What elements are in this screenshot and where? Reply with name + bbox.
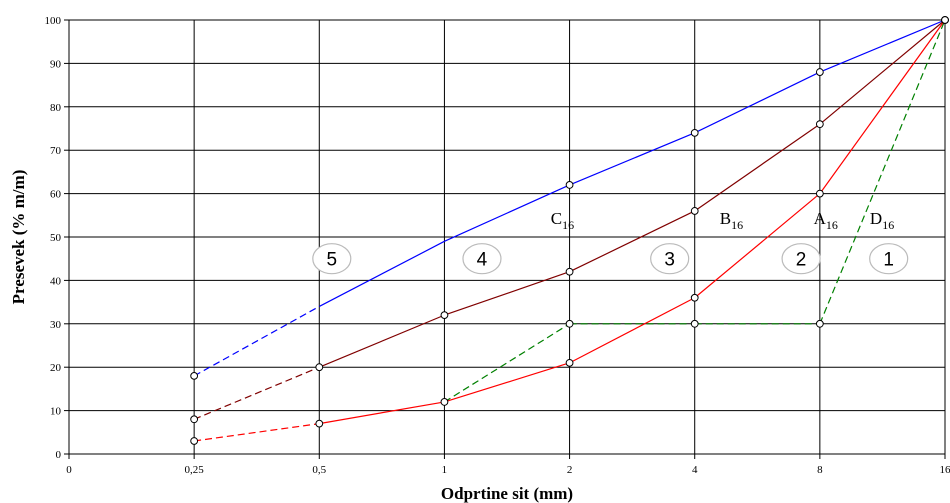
series-A-segment [444, 362, 570, 403]
y-tick-label: 70 [50, 145, 62, 157]
curve-label-C: C16 [551, 209, 574, 232]
series-A-segment [694, 193, 821, 299]
x-tick-label: 0,25 [185, 464, 205, 476]
series-B-point [815, 120, 824, 129]
curve-label-A: A16 [814, 209, 838, 232]
x-tick-label: 0,5 [312, 464, 326, 476]
curve-label-D: D16 [870, 209, 894, 232]
zone-marker [650, 243, 690, 275]
series-B-point [565, 267, 574, 276]
x-tick-label: 16 [940, 464, 950, 476]
y-axis-ticks: 0 10 20 30 40 50 60 70 80 90 100 [45, 15, 69, 461]
grid [68, 19, 946, 455]
series-A-point [565, 358, 574, 367]
series-D-segment [444, 323, 570, 403]
series-D-point [690, 319, 699, 328]
series-B-segment [319, 314, 445, 368]
series-C-point [690, 128, 699, 137]
series-A-point [315, 419, 324, 428]
series-B-segment [444, 271, 570, 316]
series-A-segment [819, 19, 946, 194]
zone-marker [869, 243, 909, 275]
y-tick-label: 20 [50, 362, 62, 374]
zone-label: 1 [883, 250, 894, 271]
series-B-point [690, 207, 699, 215]
series-C-segment [569, 132, 695, 186]
y-axis-title: Presevek (% m/m) [9, 170, 28, 305]
zone-labels: 5 4 3 2 1 [312, 243, 909, 275]
series-markers [190, 16, 949, 445]
series-B-point [315, 363, 324, 372]
series-A-segment [194, 423, 320, 442]
series-A-point [690, 293, 699, 302]
series-D-segment [819, 19, 946, 325]
series-A-point [440, 398, 449, 406]
series-D-point [815, 319, 824, 328]
series-A-segment [319, 401, 445, 425]
series-D-point [565, 319, 574, 328]
series-C-segment [819, 19, 946, 73]
zone-label: 3 [664, 250, 675, 271]
series-lines [193, 19, 946, 442]
series-A-segment [569, 297, 695, 364]
zone-label: 4 [477, 250, 488, 271]
y-tick-label: 100 [45, 15, 62, 27]
series-C-segment [444, 184, 570, 242]
y-tick-label: 30 [50, 319, 62, 331]
y-tick-label: 90 [50, 58, 62, 70]
x-axis-title: Odprtine sit (mm) [441, 484, 573, 503]
series-C-point [565, 181, 574, 189]
series-C-segment [319, 240, 445, 307]
series-B-segment [694, 123, 821, 212]
y-tick-label: 10 [50, 406, 62, 418]
y-tick-label: 80 [50, 102, 62, 114]
y-tick-label: 50 [50, 232, 62, 244]
curve-labels: C16 B16 A16 D16 [551, 209, 894, 232]
series-A-point [815, 189, 824, 198]
curve-label-B: B16 [720, 209, 743, 232]
series-C-point [815, 68, 824, 76]
x-tick-label: 2 [567, 464, 573, 476]
x-tick-label: 0 [66, 464, 72, 476]
series-B-segment [193, 366, 320, 420]
zone-marker [462, 243, 502, 275]
x-tick-label: 1 [442, 464, 448, 476]
zone-label: 2 [796, 250, 807, 271]
x-tick-label: 4 [692, 464, 698, 476]
x-axis-ticks: 0 0,25 0,5 1 2 4 8 16 [66, 454, 950, 476]
series-A-point [941, 16, 949, 24]
series-C-point [190, 371, 199, 380]
y-tick-label: 40 [50, 275, 62, 287]
series-B-segment [819, 19, 946, 125]
zone-marker [312, 243, 352, 275]
series-A-point [190, 437, 199, 445]
x-tick-label: 8 [817, 464, 823, 476]
zone-label: 5 [327, 250, 338, 271]
y-tick-label: 0 [56, 449, 62, 461]
series-B-point [440, 311, 449, 320]
series-B-segment [569, 210, 695, 273]
y-tick-label: 60 [50, 189, 62, 201]
series-C-segment [193, 305, 320, 377]
zone-marker [781, 243, 821, 275]
series-B-point [190, 415, 199, 424]
series-C-segment [694, 71, 821, 134]
